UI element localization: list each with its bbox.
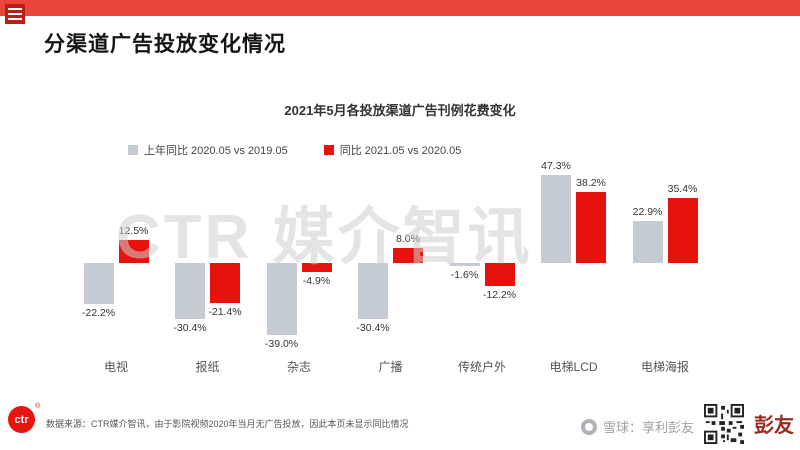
xueqiu-logo-icon: [580, 418, 597, 435]
qr-code: [704, 404, 744, 444]
xueqiu-watermark-text: 雪球：享利彭友: [602, 420, 694, 435]
xueqiu-watermark: 雪球：享利彭友: [580, 417, 694, 436]
bar-value-label: 8.0%: [396, 233, 420, 246]
bar-previous-year: [83, 263, 114, 305]
bar-value-label: 12.5%: [118, 224, 149, 237]
chart-title: 2021年5月各投放渠道广告刊例花费变化: [284, 103, 516, 118]
registered-trademark-icon: ®: [35, 403, 41, 410]
bar-value-label: -1.6%: [450, 268, 479, 281]
ctr-logo: ctr: [8, 406, 35, 433]
bar-value-label: 35.4%: [667, 182, 698, 195]
bar-previous-year: [449, 263, 480, 266]
bar-value-label: -12.2%: [482, 288, 517, 301]
category-label: 传统户外: [457, 360, 506, 374]
top-red-bar: [0, 0, 800, 16]
bar-chart-plot: CTR 媒介智讯 电视 -22.2% 12.5% 报纸 -30.4% -21.4% 杂志 -3…: [0, 158, 800, 383]
qr-caption-text: 彭友: [754, 415, 794, 437]
bar-value-label: -30.4%: [173, 322, 207, 335]
category-label: 电梯海报: [640, 360, 689, 374]
bar-previous-year: [266, 263, 297, 336]
bar-value-label: -4.9%: [302, 275, 331, 288]
bar-previous-year: [541, 175, 571, 263]
bar-current-year: [484, 263, 515, 286]
bar-value-label: -39.0%: [264, 338, 299, 351]
chart-legend: 上年同比 2020.05 vs 2019.05 同比 2021.05 vs 20…: [128, 142, 461, 158]
legend-item-current-year: 同比 2021.05 vs 2020.05: [323, 142, 462, 158]
bar-current-year: [210, 263, 240, 303]
legend-item-previous-year: 上年同比 2020.05 vs 2019.05: [128, 142, 288, 158]
bar-current-year: [393, 248, 423, 263]
page-title: 分渠道广告投放变化情况: [44, 33, 286, 56]
category-label: 广播: [378, 360, 403, 374]
bar-current-year: [667, 197, 698, 263]
legend-swatch-red: [323, 145, 334, 155]
legend-swatch-gray: [128, 145, 138, 155]
bar-value-label: -21.4%: [208, 305, 242, 318]
bar-previous-year: [632, 220, 663, 263]
bar-current-year: [301, 263, 332, 273]
bar-current-year: [576, 192, 606, 263]
category-label: 杂志: [286, 360, 311, 374]
menu-hamburger-icon[interactable]: [5, 4, 25, 24]
category-label: 电梯LCD: [549, 360, 598, 374]
bar-value-label: 47.3%: [541, 160, 571, 173]
legend-label-previous-year: 上年同比 2020.05 vs 2019.05: [144, 145, 288, 157]
bar-previous-year: [358, 263, 388, 320]
bar-value-label: 38.2%: [576, 177, 606, 190]
category-label: 电视: [103, 360, 128, 374]
bar-current-year: [118, 239, 149, 263]
data-source-note: 数据来源：CTR媒介智讯，由于影院视频2020年当月无广告投放，因此本页未显示同…: [46, 419, 409, 429]
category-label: 报纸: [195, 360, 220, 374]
bar-value-label: 22.9%: [632, 205, 663, 218]
bar-previous-year: [175, 263, 205, 320]
bar-value-label: -22.2%: [81, 307, 116, 320]
bar-value-label: -30.4%: [356, 322, 390, 335]
legend-label-current-year: 同比 2021.05 vs 2020.05: [339, 145, 462, 157]
